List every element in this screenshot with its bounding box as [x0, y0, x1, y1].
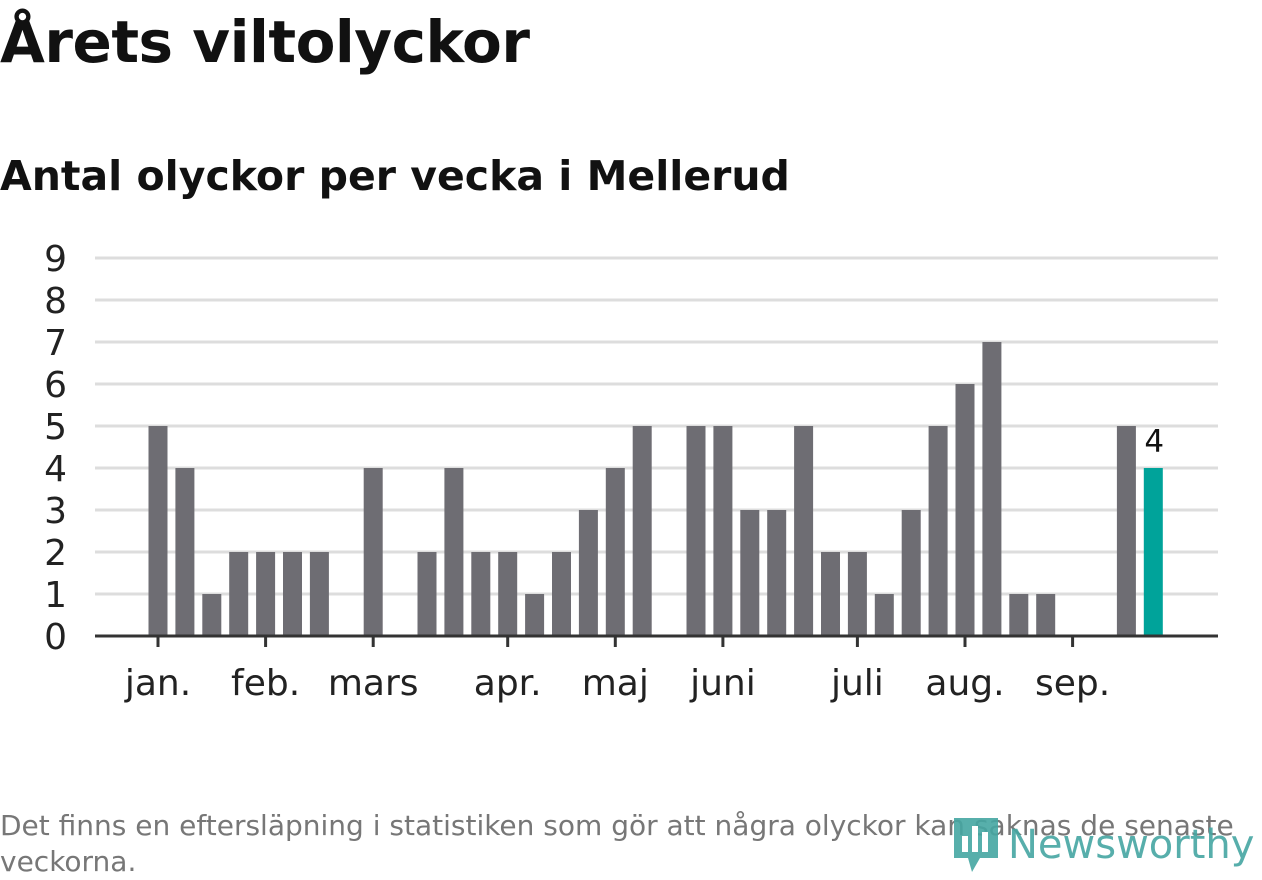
bar: [229, 552, 249, 636]
bar: [955, 384, 975, 636]
bar: [148, 426, 168, 636]
bar: [713, 426, 733, 636]
bar: [874, 594, 894, 636]
bar: [740, 510, 760, 636]
logo-text: Newsworthy: [1008, 822, 1255, 868]
y-tick-label: 2: [44, 533, 67, 574]
bar: [552, 552, 571, 636]
bar: [525, 594, 545, 636]
bar: [605, 468, 625, 636]
y-tick-label: 9: [44, 239, 67, 280]
bar: [578, 510, 598, 636]
x-tick-label: juni: [689, 663, 756, 704]
footnote: Det finns en eftersläpning i statistiken…: [0, 809, 1234, 878]
y-tick-label: 5: [44, 407, 67, 448]
chart-title: Årets viltolyckor: [0, 8, 530, 76]
bar: [417, 552, 437, 636]
bar: [309, 552, 329, 636]
chart-subtitle: Antal olyckor per vecka i Mellerud: [0, 152, 790, 200]
newsworthy-logo-icon: [954, 818, 998, 872]
bar: [794, 426, 814, 636]
bar: [632, 426, 652, 636]
x-tick-label: jan.: [124, 663, 191, 704]
bar: [686, 426, 706, 636]
data-labels: 4: [1144, 424, 1164, 460]
gridlines: [95, 256, 1218, 596]
highlight-bar: [1143, 468, 1163, 636]
y-tick-label: 8: [44, 281, 67, 322]
x-tick-label: aug.: [925, 663, 1004, 704]
bar: [982, 342, 1002, 636]
bar: [498, 552, 518, 636]
bar: [821, 552, 840, 636]
bar: [901, 510, 921, 636]
x-tick-label: sep.: [1035, 663, 1110, 704]
highlight-data-label: 4: [1144, 424, 1164, 460]
bar: [444, 468, 464, 636]
bar: [1036, 594, 1056, 636]
bar: [1116, 426, 1136, 636]
x-tick-label: juli: [830, 663, 884, 704]
bar: [363, 468, 383, 636]
x-tick-label: apr.: [474, 663, 542, 704]
y-tick-label: 1: [44, 575, 67, 616]
bar: [471, 552, 491, 636]
bar: [283, 552, 302, 636]
y-tick-label: 6: [44, 365, 67, 406]
bars: [148, 342, 1163, 636]
y-tick-label: 7: [44, 323, 67, 364]
y-tick-label: 4: [44, 449, 67, 490]
bar: [928, 426, 948, 636]
newsworthy-logo: Newsworthy: [950, 812, 1254, 878]
x-tick-label: feb.: [231, 663, 300, 704]
bar: [847, 552, 867, 636]
bar: [1009, 594, 1029, 636]
y-tick-label: 0: [44, 617, 67, 658]
bar: [175, 468, 195, 636]
y-tick-label: 3: [44, 491, 67, 532]
bar: [767, 510, 787, 636]
x-tick-label: mars: [328, 663, 419, 704]
bar: [256, 552, 276, 636]
x-tick-label: maj: [582, 663, 649, 704]
bar: [202, 594, 222, 636]
x-axis: jan. feb. mars apr. maj juni juli aug. sep.: [95, 634, 1218, 704]
